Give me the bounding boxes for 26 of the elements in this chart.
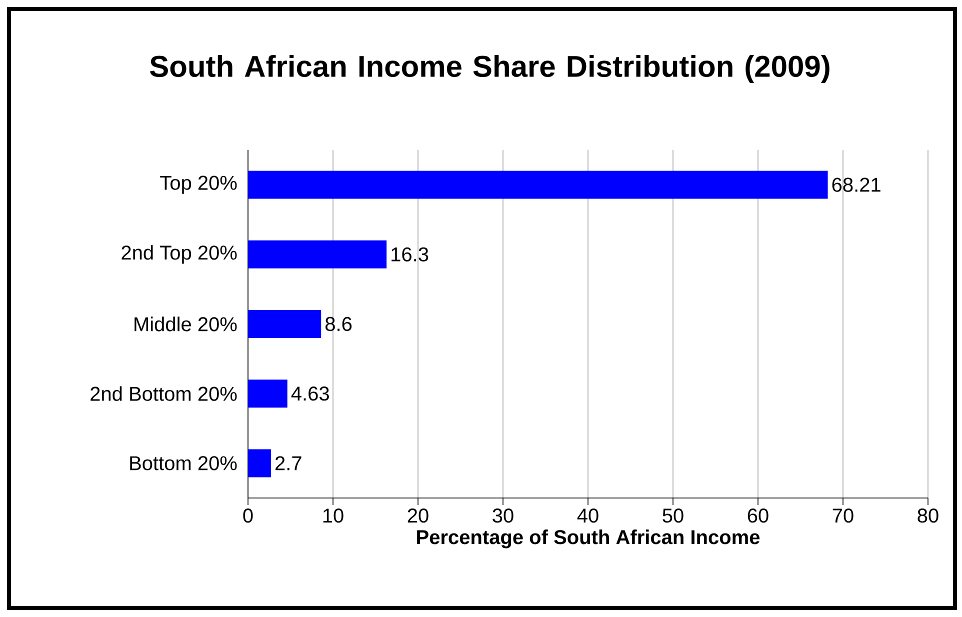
bar bbox=[248, 240, 387, 268]
bar bbox=[248, 449, 271, 478]
data-label: 16.3 bbox=[392, 247, 428, 262]
x-tick-label: 0 bbox=[243, 508, 253, 523]
bar bbox=[248, 310, 322, 338]
data-label: 2.7 bbox=[275, 456, 302, 470]
x-tick-label: 30 bbox=[492, 508, 514, 523]
bar bbox=[248, 380, 288, 408]
x-tick-label: 80 bbox=[918, 508, 938, 523]
data-label: 8.6 bbox=[326, 316, 352, 332]
x-tick-label: 60 bbox=[748, 508, 768, 523]
x-tick-label: 40 bbox=[577, 508, 598, 523]
y-tick-label: 2nd Bottom 20% bbox=[90, 386, 237, 401]
x-tick-label: 10 bbox=[323, 508, 344, 523]
data-label: 4.63 bbox=[291, 386, 329, 401]
y-tick-label: Top 20% bbox=[160, 176, 237, 194]
y-tick-label: Bottom 20% bbox=[130, 456, 237, 470]
x-axis-title: Percentage of South African Income bbox=[417, 530, 760, 548]
x-tick-label: 20 bbox=[408, 508, 428, 523]
y-tick-label: Middle 20% bbox=[134, 316, 237, 332]
x-tick-label: 70 bbox=[832, 508, 854, 523]
x-tick-label: 50 bbox=[662, 508, 684, 523]
data-label: 68.21 bbox=[832, 178, 880, 192]
chart-title: South African Income Share Distribution (2009) bbox=[150, 55, 830, 83]
bar bbox=[248, 170, 828, 199]
y-tick-label: 2nd Top 20% bbox=[122, 245, 237, 264]
